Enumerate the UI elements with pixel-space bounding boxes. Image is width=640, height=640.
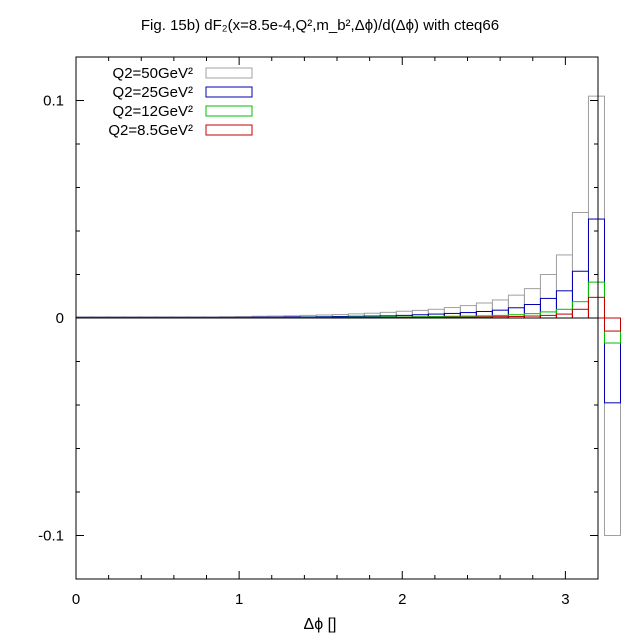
series-2	[75, 281, 622, 344]
legend-swatch	[205, 105, 253, 117]
histogram-bin	[603, 317, 622, 332]
chart-title: Fig. 15b) dF₂(x=8.5e-4,Q²,m_b²,Δϕ)/d(Δϕ)…	[140, 17, 500, 34]
histogram-bin	[571, 301, 589, 319]
x-tick-label: 0	[72, 591, 80, 608]
legend-label: Q2=25GeV²	[113, 84, 193, 101]
axes: 0 1 2 3 -0.1 0 0.1	[38, 56, 599, 608]
x-axis-label: Δϕ []	[303, 616, 337, 633]
legend-swatch	[205, 86, 253, 98]
plot-area	[75, 95, 622, 536]
y-tick-label: -0.1	[38, 528, 64, 545]
legend-label: Q2=12GeV²	[113, 103, 193, 120]
histogram-bin	[571, 270, 589, 319]
histogram-bin	[603, 317, 622, 344]
histogram-bin	[603, 317, 622, 536]
legend-swatch	[205, 67, 253, 79]
legend-label: Q2=8.5GeV²	[108, 122, 193, 139]
series-1	[75, 218, 622, 404]
legend-swatch	[205, 124, 253, 136]
histogram-bin	[555, 254, 573, 319]
x-tick-label: 2	[398, 591, 406, 608]
x-tick-label: 3	[561, 591, 569, 608]
y-tick-label: 0.1	[43, 93, 64, 110]
histogram-bin	[571, 308, 589, 319]
histogram-bin	[587, 218, 605, 319]
x-tick-label: 1	[235, 591, 243, 608]
histogram-bin	[587, 296, 605, 319]
histogram-bin	[555, 313, 573, 319]
y-tick-label: 0	[56, 310, 64, 327]
legend: Q2=50GeV² Q2=25GeV² Q2=12GeV² Q2=8.5GeV²	[108, 65, 253, 139]
legend-label: Q2=50GeV²	[113, 65, 193, 82]
histogram-bin	[587, 281, 605, 319]
histogram-bin	[587, 95, 605, 319]
